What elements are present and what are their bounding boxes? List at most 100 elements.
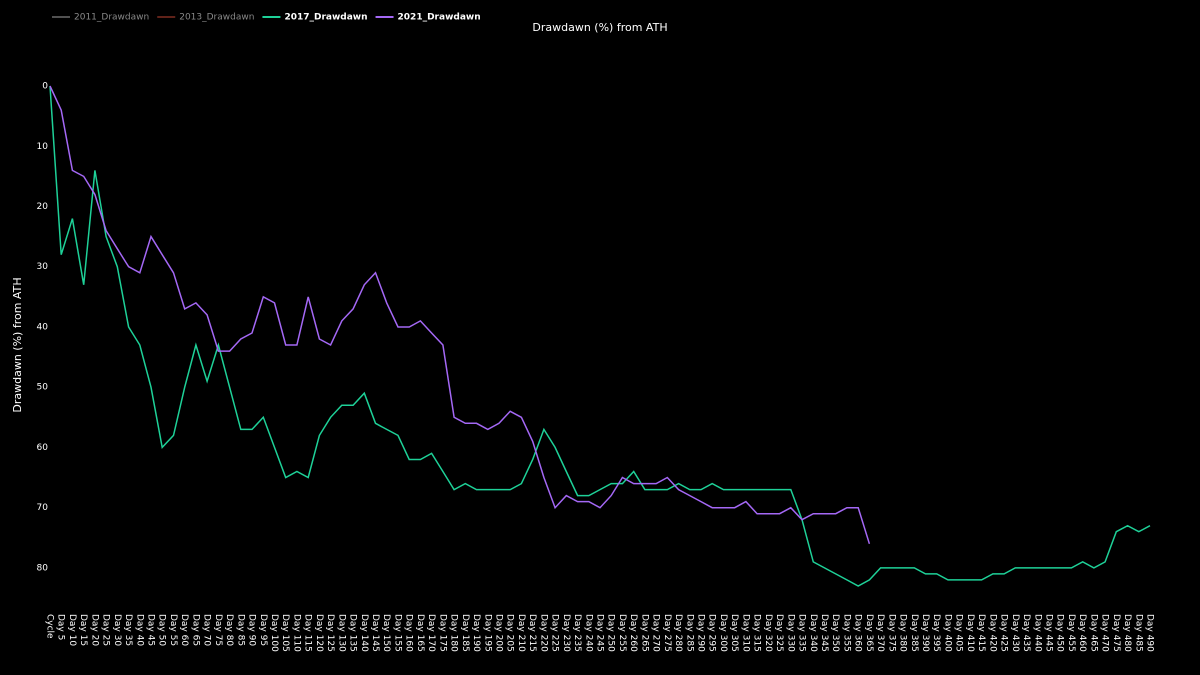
x-tick-label: Day 240	[583, 614, 593, 652]
x-tick-label: Day 50	[157, 614, 167, 646]
legend-label: 2017_Drawdawn	[284, 13, 367, 23]
x-tick-label: Day 70	[202, 614, 212, 646]
x-tick-label: Day 220	[538, 614, 548, 652]
x-tick-label: Day 260	[628, 614, 638, 652]
x-tick-label: Day 320	[763, 614, 773, 652]
x-tick-label: Day 55	[168, 614, 178, 646]
x-tick-label: Day 80	[224, 614, 234, 646]
x-tick-label: Day 405	[954, 614, 964, 652]
x-tick-label: Day 140	[359, 614, 369, 652]
y-axis-title: Drawdawn (%) from ATH	[11, 277, 24, 412]
x-tick-label: Day 490	[1145, 614, 1155, 652]
x-tick-label: Day 25	[101, 614, 111, 646]
x-tick-label: Day 365	[864, 614, 874, 652]
x-tick-label: Day 360	[853, 614, 863, 652]
x-tick-label: Day 445	[1043, 614, 1053, 652]
x-tick-label: Day 40	[134, 614, 144, 646]
x-tick-label: Day 190	[471, 614, 481, 652]
x-tick-label: Day 300	[718, 614, 728, 652]
x-tick-label: Day 465	[1088, 614, 1098, 652]
x-tick-label: Day 225	[550, 614, 560, 652]
x-tick-label: Day 335	[797, 614, 807, 652]
x-tick-label: Day 165	[415, 614, 425, 652]
y-tick-label: 80	[37, 563, 49, 573]
x-tick-label: Day 280	[673, 614, 683, 652]
x-tick-label: Day 310	[740, 614, 750, 652]
x-tick-label: Day 420	[987, 614, 997, 652]
x-tick-label: Day 5	[56, 614, 66, 640]
x-tick-label: Day 65	[190, 614, 200, 646]
x-tick-label: Day 235	[572, 614, 582, 652]
x-tick-label: Day 255	[617, 614, 627, 652]
x-tick-label: Day 105	[280, 614, 290, 652]
x-tick-label: Day 210	[516, 614, 526, 652]
x-tick-label: Day 430	[1010, 614, 1020, 652]
x-tick-label: Day 370	[875, 614, 885, 652]
x-tick-label: Day 325	[774, 614, 784, 652]
x-tick-label: Day 20	[89, 614, 99, 646]
legend-item[interactable]: 2017_Drawdawn	[262, 13, 368, 23]
x-tick-label: Day 440	[1032, 614, 1042, 652]
y-tick-label: 60	[37, 443, 49, 453]
x-tick-label: Day 145	[370, 614, 380, 652]
x-tick-label: Day 10	[67, 614, 77, 646]
x-tick-label: Day 30	[112, 614, 122, 646]
x-tick-label: Day 35	[123, 614, 133, 646]
x-tick-label: Day 355	[841, 614, 851, 652]
series-line	[49, 85, 871, 545]
x-tick-label: Day 450	[1055, 614, 1065, 652]
x-tick-label: Day 180	[449, 614, 459, 652]
y-tick-label: 30	[37, 262, 49, 272]
x-tick-label: Day 150	[381, 614, 391, 652]
x-tick-label: Day 160	[404, 614, 414, 652]
x-tick-label: Day 345	[819, 614, 829, 652]
x-tick-label: Day 45	[146, 614, 156, 646]
x-tick-label: Day 455	[1066, 614, 1076, 652]
x-tick-label: Day 15	[78, 614, 88, 646]
x-tick-label: Day 155	[392, 614, 402, 652]
x-tick-label: Day 315	[752, 614, 762, 652]
x-tick-label: Day 215	[527, 614, 537, 652]
x-tick-label: Day 475	[1111, 614, 1121, 652]
x-tick-label: Day 95	[258, 614, 268, 646]
x-tick-label: Day 200	[493, 614, 503, 652]
x-tick-label: Day 435	[1021, 614, 1031, 652]
x-tick-label: Day 195	[482, 614, 492, 652]
legend-label: 2011_Drawdawn	[74, 13, 149, 23]
x-tick-label: Day 415	[976, 614, 986, 652]
x-tick-label: Day 125	[325, 614, 335, 652]
y-tick-label: 0	[42, 82, 48, 92]
legend-label: 2021_Drawdawn	[398, 13, 481, 23]
y-tick-label: 50	[37, 383, 49, 393]
x-tick-label: Day 75	[213, 614, 223, 646]
x-tick-label: Day 305	[729, 614, 739, 652]
x-tick-label: Day 285	[684, 614, 694, 652]
legend-item[interactable]: 2013_Drawdawn	[157, 13, 254, 23]
x-tick-label: Day 395	[931, 614, 941, 652]
x-tick-label: Day 130	[336, 614, 346, 652]
x-tick-label: Day 230	[561, 614, 571, 652]
x-tick-label: Day 410	[965, 614, 975, 652]
y-tick-label: 20	[37, 202, 49, 212]
x-tick-label: Day 265	[639, 614, 649, 652]
y-tick-label: 70	[37, 503, 49, 513]
x-tick-label: Day 170	[426, 614, 436, 652]
x-tick-label: Day 60	[179, 614, 189, 646]
x-tick-label: Day 120	[314, 614, 324, 652]
x-tick-label: Day 250	[606, 614, 616, 652]
x-tick-label: Day 295	[707, 614, 717, 652]
x-tick-label: Day 135	[348, 614, 358, 652]
x-tick-label: Day 115	[303, 614, 313, 652]
x-tick-label: Day 350	[830, 614, 840, 652]
x-tick-label: Day 245	[595, 614, 605, 652]
x-tick-label: Day 485	[1133, 614, 1143, 652]
legend-item[interactable]: 2011_Drawdawn	[52, 13, 149, 23]
x-tick-label: Day 90	[247, 614, 257, 646]
x-tick-label: Day 270	[651, 614, 661, 652]
chart-title: Drawdawn (%) from ATH	[532, 21, 667, 34]
x-tick-label: Cycle	[45, 614, 55, 639]
legend-item[interactable]: 2021_Drawdawn	[375, 13, 481, 23]
x-tick-label: Day 185	[460, 614, 470, 652]
y-tick-label: 40	[37, 322, 49, 332]
